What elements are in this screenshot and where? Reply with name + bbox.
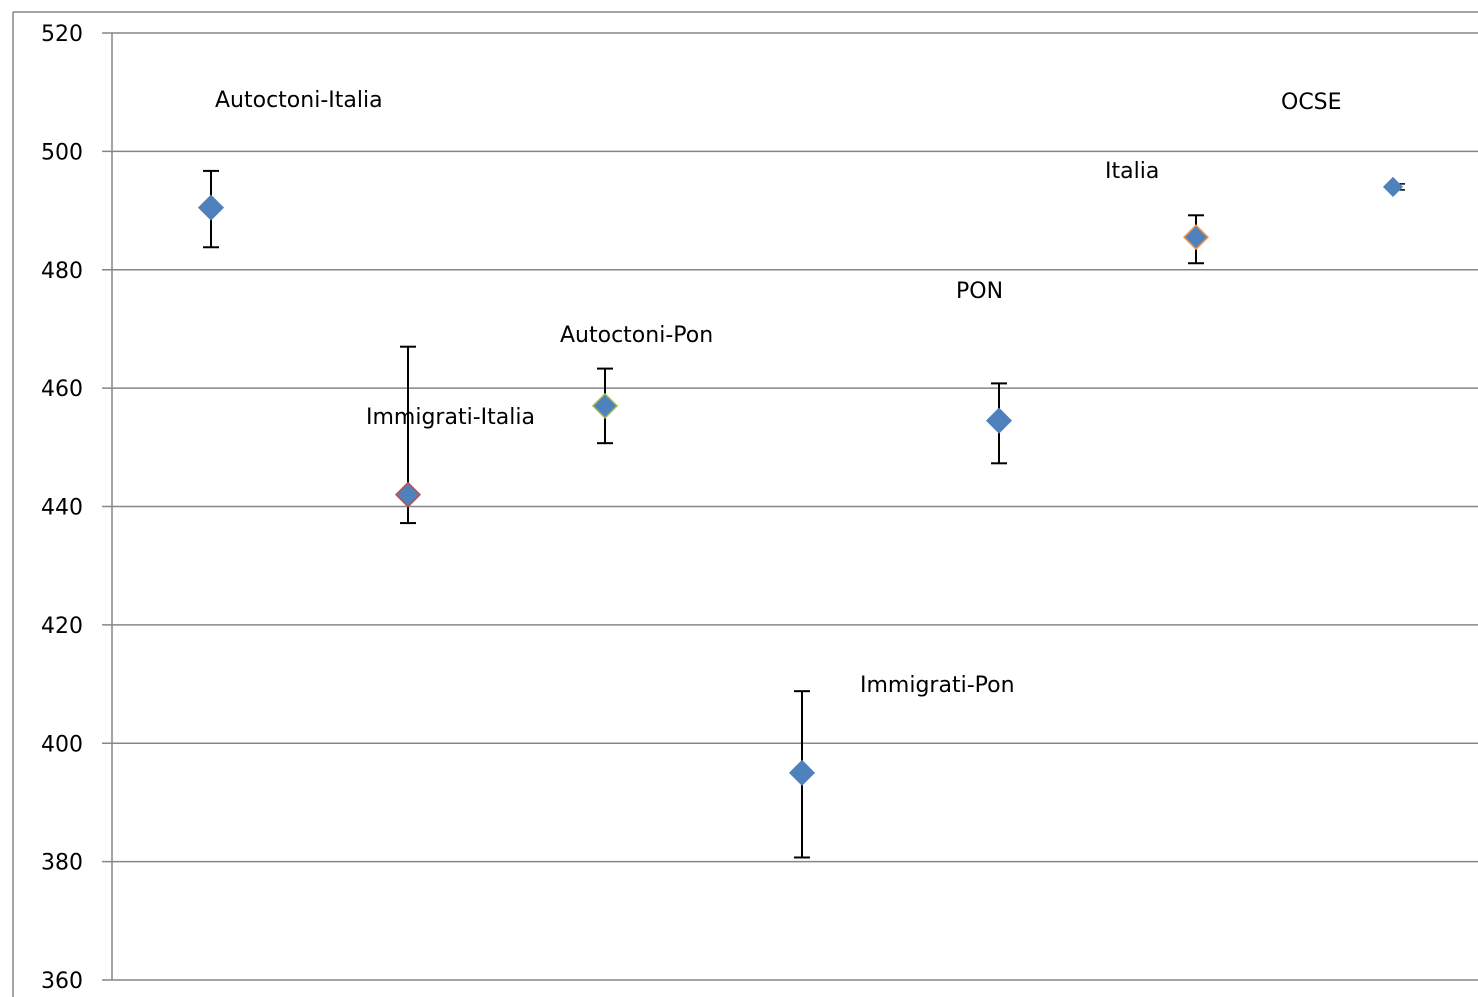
data-point-label: OCSE xyxy=(1281,90,1342,115)
data-point-label: Italia xyxy=(1105,159,1159,184)
data-point-marker xyxy=(197,194,225,221)
y-tick-label: 420 xyxy=(41,614,83,639)
marker-layer xyxy=(197,176,1404,786)
grid-layer xyxy=(112,32,1478,981)
label-layer: 360 380 400 420 440 460 480 500 520 Autoctoni-Ita… xyxy=(41,22,1342,994)
data-point-label: Autoctoni-Pon xyxy=(560,323,713,348)
axis-layer xyxy=(12,11,1478,997)
y-tick-label: 360 xyxy=(41,969,83,994)
y-tick-label: 400 xyxy=(41,732,83,757)
data-point-marker xyxy=(1182,224,1210,251)
y-tick-label: 520 xyxy=(41,22,83,47)
y-tick-label: 460 xyxy=(41,377,83,402)
data-point-marker xyxy=(985,407,1013,434)
data-point-marker xyxy=(591,392,619,419)
data-point-marker xyxy=(788,759,816,786)
data-point-label: Autoctoni-Italia xyxy=(215,88,383,113)
data-point-label: PON xyxy=(956,279,1003,304)
y-tick-label: 380 xyxy=(41,851,83,876)
y-tick-label: 440 xyxy=(41,496,83,521)
errorbar-layer xyxy=(203,169,1405,859)
data-point-label: Immigrati-Italia xyxy=(366,405,535,430)
data-point-marker xyxy=(1382,176,1404,197)
data-point-marker xyxy=(394,481,422,508)
y-tick-label: 480 xyxy=(41,259,83,284)
data-point-label: Immigrati-Pon xyxy=(860,673,1015,698)
y-tick-label: 500 xyxy=(41,140,83,165)
